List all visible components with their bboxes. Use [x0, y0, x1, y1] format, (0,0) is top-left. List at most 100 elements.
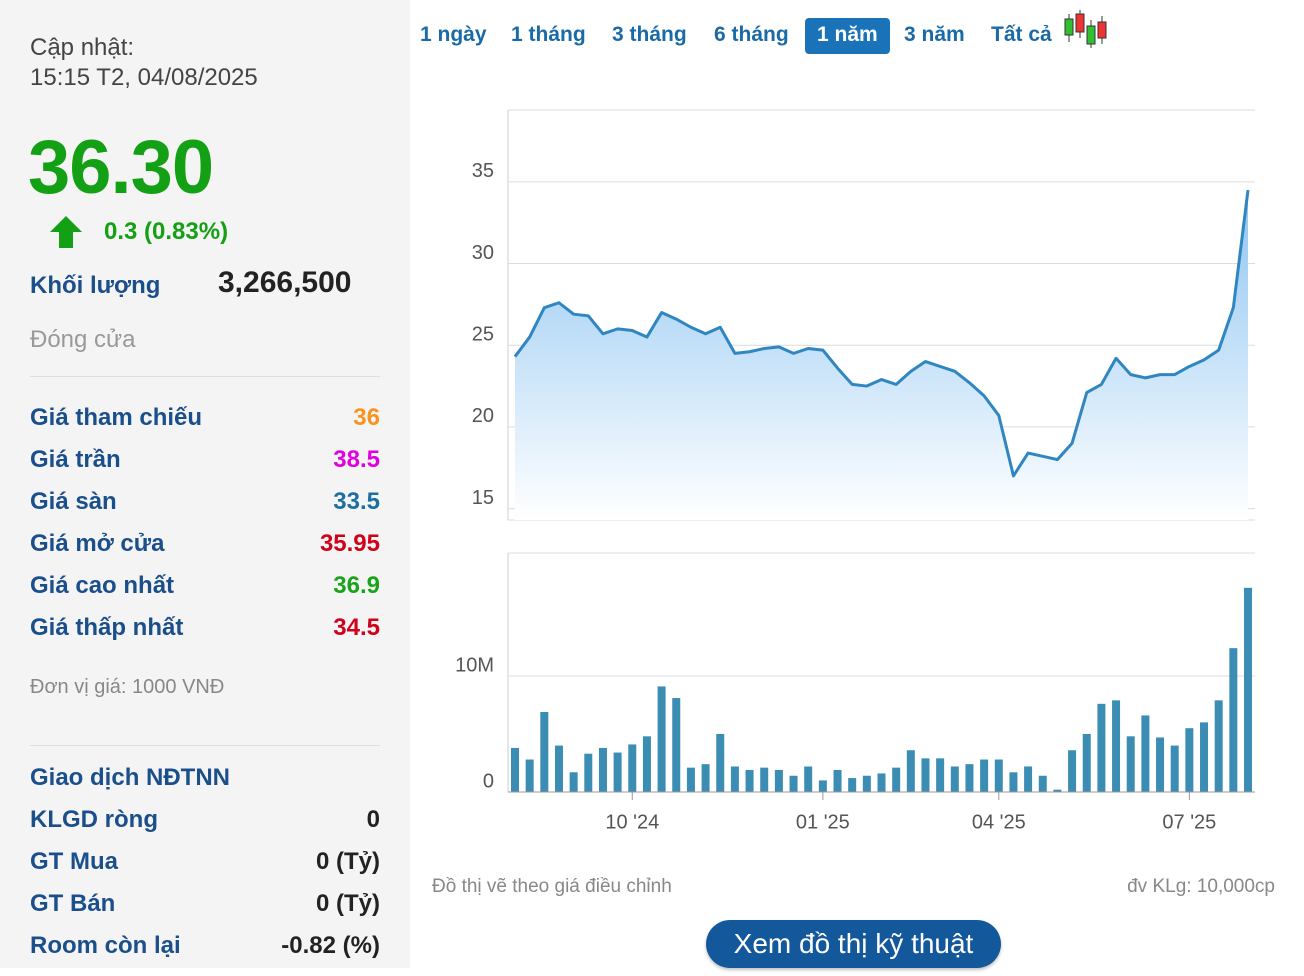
- price-label: Giá cao nhất: [30, 572, 175, 599]
- foreign-label: KLGD ròng: [30, 806, 158, 833]
- footer-unit: đv KLg: 10,000cp: [1127, 876, 1275, 897]
- price-value: 36.9: [333, 572, 380, 599]
- volume-bar: [1068, 750, 1077, 792]
- volume-bar: [818, 780, 827, 792]
- price-value: 38.5: [333, 446, 380, 473]
- y-tick-label: 15: [472, 487, 494, 509]
- volume-bar: [1112, 700, 1121, 792]
- range-tab[interactable]: Tất cả: [991, 23, 1052, 46]
- volume-bar: [936, 758, 945, 792]
- volume-bar: [848, 778, 857, 792]
- y-tick-label: 0: [483, 770, 494, 792]
- range-tab[interactable]: 3 năm: [904, 23, 965, 46]
- volume-bar: [906, 750, 915, 792]
- range-tab[interactable]: 1 tháng: [511, 23, 586, 46]
- range-tab[interactable]: 1 năm: [805, 18, 890, 54]
- update-time: 15:15 T2, 04/08/2025: [30, 64, 258, 91]
- price: 36.30: [28, 125, 214, 210]
- volume-bar: [628, 744, 637, 792]
- volume-bar: [1141, 715, 1150, 792]
- x-tick-label: 04 '25: [972, 811, 1026, 833]
- volume-bar: [1097, 703, 1106, 792]
- price-value: 34.5: [333, 614, 380, 641]
- y-tick-label: 25: [472, 324, 494, 346]
- foreign-value: 0: [366, 806, 380, 833]
- volume-bar: [950, 766, 959, 792]
- y-tick-label: 30: [472, 242, 494, 264]
- candle-icon: [1064, 10, 1107, 48]
- status: Đóng cửa: [30, 326, 136, 353]
- price-value: 33.5: [333, 488, 380, 515]
- volume-bar: [730, 766, 739, 792]
- volume-bar: [701, 764, 710, 792]
- volume-bar: [672, 698, 681, 792]
- foreign-value: 0 (Tỷ): [315, 848, 380, 875]
- volume-bar: [584, 753, 593, 792]
- range-tab[interactable]: 6 tháng: [714, 23, 789, 46]
- volume-bar: [1229, 648, 1238, 792]
- foreign-label: GT Bán: [30, 890, 116, 917]
- volume-bar: [554, 745, 563, 792]
- volume-bar: [525, 759, 534, 792]
- price-label: Giá thấp nhất: [30, 614, 184, 641]
- price-value: 36: [353, 404, 380, 431]
- foreign-value: -0.82 (%): [281, 932, 380, 959]
- volume-bar: [892, 767, 901, 792]
- volume-bar: [1009, 772, 1018, 792]
- volume-bar: [833, 769, 842, 792]
- volume-bar: [686, 767, 695, 792]
- volume-bar: [1244, 587, 1252, 792]
- volume-bar: [789, 775, 798, 792]
- volume-bar: [540, 711, 549, 792]
- price-area: [515, 190, 1248, 520]
- x-tick-label: 10 '24: [605, 811, 659, 833]
- separator: [30, 745, 380, 746]
- y-tick-label: 10M: [455, 654, 494, 676]
- volume-bar: [1126, 736, 1135, 792]
- volume-bar: [980, 759, 989, 792]
- volume-bar: [760, 767, 769, 792]
- sidebar: Cập nhật: 15:15 T2, 04/08/2025 36.30 0.3…: [0, 0, 410, 968]
- volume-bar: [774, 769, 783, 792]
- volume-bar: [1156, 737, 1165, 792]
- volume-label: Khối lượng: [30, 272, 161, 299]
- volume-bar: [877, 773, 886, 792]
- foreign-title: Giao dịch NĐTNN: [30, 764, 231, 791]
- volume-bar: [657, 686, 666, 792]
- volume-bar: [1053, 789, 1062, 792]
- volume-bar: [613, 752, 622, 792]
- foreign-label: Room còn lại: [30, 932, 181, 959]
- volume-bar: [1038, 775, 1047, 792]
- volume-bar: [1170, 745, 1179, 792]
- technical-chart-button[interactable]: Xem đồ thị kỹ thuật: [706, 920, 1001, 968]
- y-tick-label: 20: [472, 405, 494, 427]
- foreign-value: 0 (Tỷ): [315, 890, 380, 917]
- y-tick-label: 35: [472, 160, 494, 182]
- volume-bar: [921, 758, 930, 792]
- footer-note: Đồ thị vẽ theo giá điều chỉnh: [432, 876, 672, 897]
- volume-bar: [716, 733, 725, 792]
- price-line: [513, 189, 1250, 478]
- volume-bar: [642, 736, 651, 792]
- volume-bar: [1082, 733, 1091, 792]
- volume-bar: [862, 775, 871, 792]
- range-tab[interactable]: 3 tháng: [612, 23, 687, 46]
- volume-bar: [1185, 728, 1194, 792]
- price-label: Giá trần: [30, 446, 121, 473]
- price-label: Giá mở cửa: [30, 530, 165, 557]
- price-label: Giá tham chiếu: [30, 404, 203, 431]
- volume-bar: [965, 764, 974, 792]
- up-arrow: [50, 216, 82, 248]
- volume-bar: [804, 766, 813, 792]
- foreign-label: GT Mua: [30, 848, 118, 875]
- volume-bar: [598, 747, 607, 792]
- x-tick-label: 01 '25: [796, 811, 850, 833]
- separator: [30, 376, 380, 377]
- volume-bar: [1214, 700, 1223, 792]
- chart: 15 20 25 30 35 0 10M 10 '24 01 '25 04 '25 07 '25: [455, 109, 1255, 833]
- volume-bar: [569, 772, 578, 792]
- volume-bar: [745, 769, 754, 792]
- x-tick-label: 07 '25: [1162, 811, 1216, 833]
- range-tab[interactable]: 1 ngày: [420, 23, 487, 46]
